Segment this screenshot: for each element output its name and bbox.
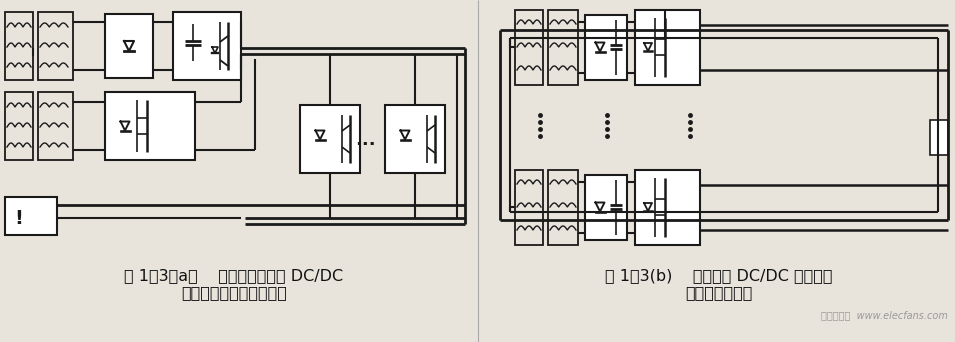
Bar <box>300 105 360 173</box>
Text: !: ! <box>14 209 24 227</box>
Bar <box>5 197 57 235</box>
Bar <box>585 15 627 80</box>
Bar <box>635 10 700 85</box>
Text: 电子发烧友  www.elecfans.com: 电子发烧友 www.elecfans.com <box>821 310 948 320</box>
Bar <box>173 12 241 80</box>
Bar <box>585 175 627 240</box>
Bar <box>548 170 578 245</box>
Text: 电源并联的系统结构框图: 电源并联的系统结构框图 <box>181 285 286 300</box>
Bar <box>38 12 73 80</box>
Text: 的系统结构框图: 的系统结构框图 <box>686 285 753 300</box>
Bar <box>38 92 73 160</box>
Bar <box>5 12 33 80</box>
Text: ...: ... <box>354 131 375 149</box>
Text: 图 1－3（a）    基于直流母线的 DC/DC: 图 1－3（a） 基于直流母线的 DC/DC <box>124 268 344 283</box>
Bar <box>930 120 948 155</box>
Bar <box>105 92 195 160</box>
Bar <box>635 170 700 245</box>
Bar <box>548 10 578 85</box>
Bar <box>515 170 543 245</box>
Bar <box>515 10 543 85</box>
Bar <box>385 105 445 173</box>
Text: 图 1－3(b)    基于独立 DC/DC 电源并联: 图 1－3(b) 基于独立 DC/DC 电源并联 <box>605 268 833 283</box>
Bar <box>105 14 153 78</box>
Bar <box>5 92 33 160</box>
